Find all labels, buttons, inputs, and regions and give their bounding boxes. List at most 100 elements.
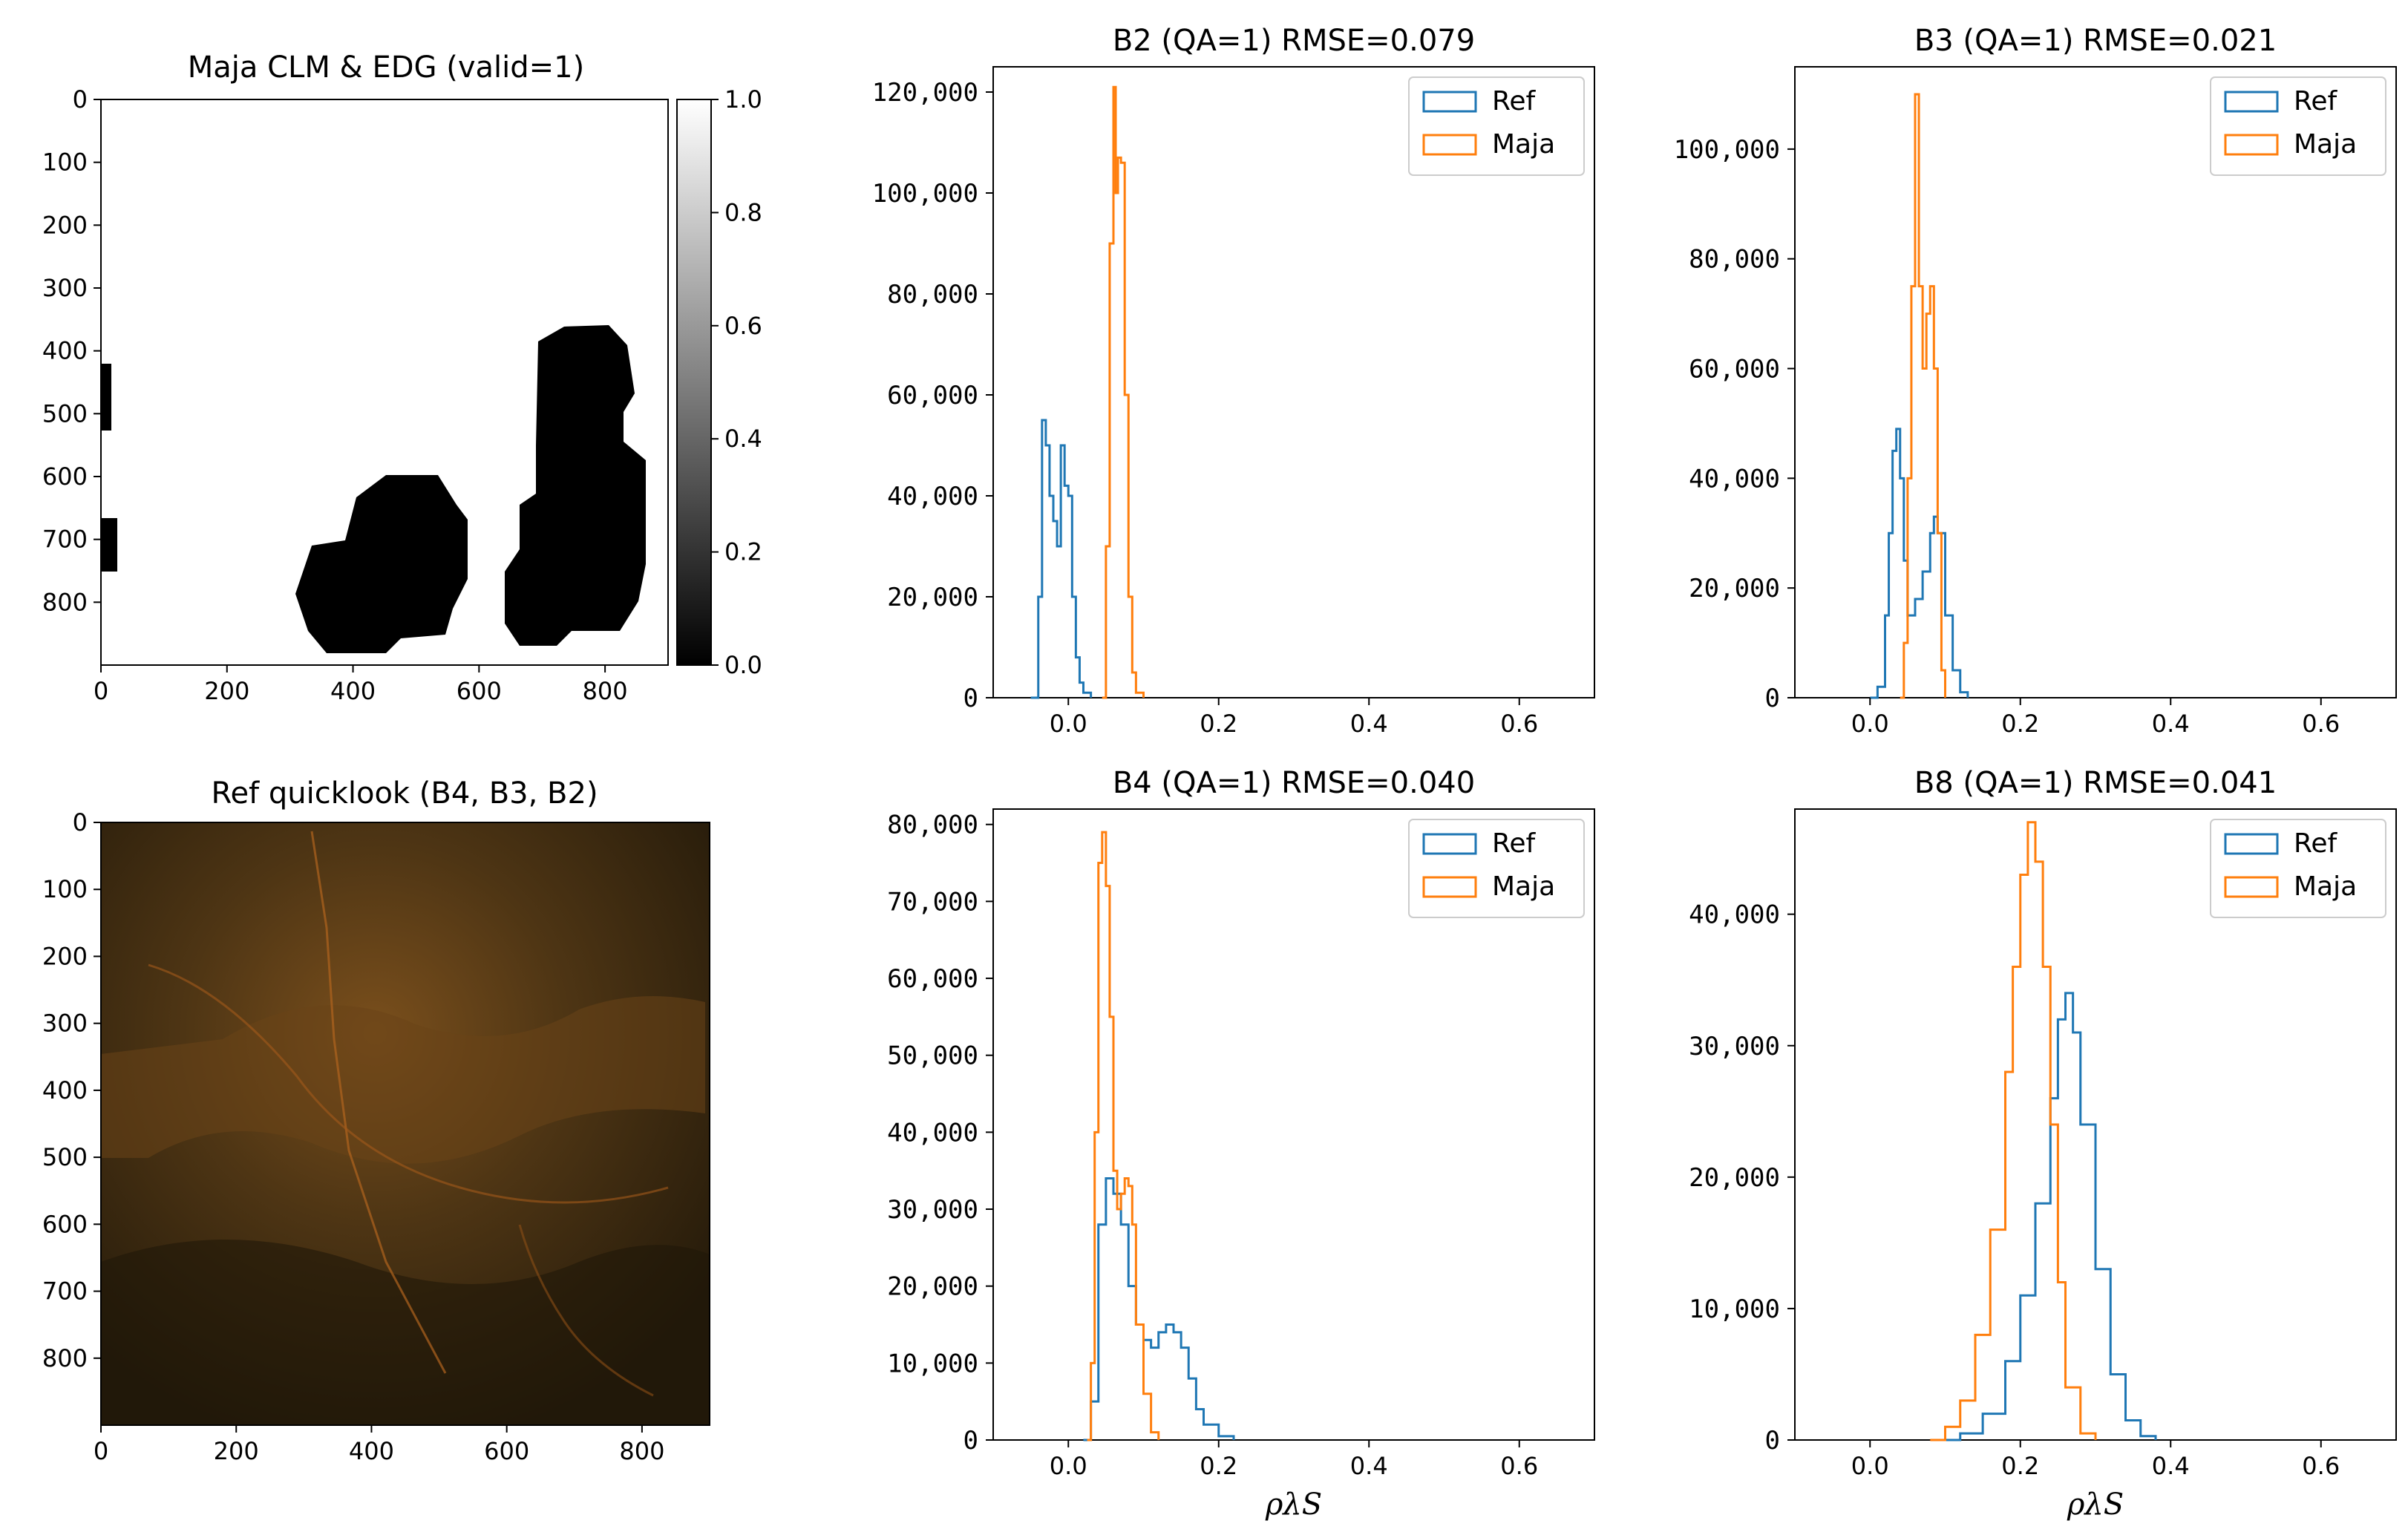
mask-image — [100, 99, 669, 666]
legend: Ref Maja — [1408, 76, 1585, 176]
y-tick-label: 200 — [42, 942, 88, 970]
rgb-image — [100, 822, 710, 1426]
rgb-panel: Ref quicklook (B4, B3, B2) 0 200 400 600 800… — [42, 776, 710, 1465]
legend-label-ref: Ref — [2294, 828, 2338, 859]
y-tick-label: 30,000 — [1689, 1032, 1780, 1061]
y-tick-label: 10,000 — [1689, 1295, 1780, 1324]
y-tick-label: 60,000 — [887, 964, 978, 994]
legend-swatch-ref — [2224, 833, 2279, 855]
x-tick-label: 0.4 — [2152, 1452, 2190, 1480]
x-tick-label: 0 — [94, 1437, 108, 1465]
y-tick-label: 40,000 — [887, 1118, 978, 1148]
y-tick-label: 800 — [42, 1344, 88, 1372]
series-ref-line — [1083, 1177, 1235, 1441]
legend: Ref Maja — [1408, 819, 1585, 918]
y-tick-label: 400 — [42, 337, 88, 365]
mask-blob-right — [505, 325, 646, 646]
x-axis-label: ρλS — [2067, 1487, 2124, 1522]
y-tick-label: 0 — [1765, 1426, 1780, 1456]
legend-swatch-ref — [2224, 91, 2279, 113]
x-tick-label: 0.0 — [1050, 710, 1087, 738]
y-tick-label: 100 — [42, 148, 88, 177]
x-tick-label: 0.6 — [1500, 1452, 1538, 1480]
y-tick-label: 20,000 — [1689, 1163, 1780, 1193]
chart-title: B4 (QA=1) RMSE=0.040 — [1113, 766, 1475, 800]
legend-label-ref: Ref — [1492, 828, 1537, 859]
hist-panel-b8: B8 (QA=1) RMSE=0.041 0.0 0.2 0.4 0.6 0 10,000 2… — [1689, 766, 2397, 1522]
legend-swatch-ref — [1422, 91, 1477, 113]
mask-title: Maja CLM & EDG (valid=1) — [188, 50, 584, 85]
x-tick-label: 0.0 — [1851, 710, 1889, 738]
y-tick-label: 100 — [42, 875, 88, 903]
x-tick-label: 0.2 — [1200, 710, 1237, 738]
x-tick-label: 200 — [214, 1437, 259, 1465]
y-tick-label: 0 — [73, 808, 88, 837]
legend-label-ref: Ref — [2294, 86, 2338, 117]
y-tick-label: 10,000 — [887, 1349, 978, 1378]
y-tick-label: 700 — [42, 526, 88, 554]
y-tick-label: 100,000 — [872, 179, 978, 209]
legend: Ref Maja — [2210, 76, 2386, 176]
y-tick-label: 0 — [963, 684, 978, 713]
x-tick-label: 0.4 — [2152, 710, 2190, 738]
rgb-title: Ref quicklook (B4, B3, B2) — [211, 776, 598, 811]
y-tick-label: 0 — [73, 85, 88, 114]
chart-title: B8 (QA=1) RMSE=0.041 — [1914, 766, 2277, 800]
y-tick-label: 80,000 — [887, 811, 978, 840]
y-tick-label: 80,000 — [887, 280, 978, 310]
x-tick-label: 800 — [619, 1437, 664, 1465]
legend-swatch-maja — [1422, 876, 1477, 898]
x-tick-label: 0.0 — [1851, 1452, 1889, 1480]
y-tick-label: 0 — [1765, 684, 1780, 713]
mask-blob-left — [101, 364, 111, 431]
y-tick-label: 120,000 — [872, 78, 978, 108]
legend-label-maja: Maja — [2294, 129, 2357, 160]
y-tick-label: 500 — [42, 1143, 88, 1171]
hist-panel-b2: B2 (QA=1) RMSE=0.079 0.0 0.2 0.4 0.6 0 20,000 4… — [872, 24, 1595, 738]
legend-label-maja: Maja — [2294, 871, 2357, 902]
x-tick-label: 400 — [330, 677, 376, 705]
legend-box — [1408, 76, 1585, 176]
x-tick-label: 600 — [484, 1437, 529, 1465]
mask-blob-left-lower — [101, 518, 117, 572]
hist-panel-b4: B4 (QA=1) RMSE=0.040 0.0 0.2 0.4 0.6 0 10,000 2… — [887, 766, 1595, 1522]
y-tick-label: 800 — [42, 588, 88, 616]
series-maja-line — [1930, 821, 2097, 1441]
hist-panel-b3: B3 (QA=1) RMSE=0.021 0.0 0.2 0.4 0.6 0 20,000 4… — [1674, 24, 2397, 738]
series-maja-line — [1900, 93, 1946, 699]
y-tick-label: 40,000 — [1689, 464, 1780, 494]
legend: Ref Maja — [2210, 819, 2386, 918]
x-tick-label: 0.2 — [2001, 710, 2039, 738]
legend-label-maja: Maja — [1492, 129, 1555, 160]
legend-swatch-maja — [2224, 134, 2279, 156]
colorbar-tick-label: 0.0 — [724, 651, 762, 679]
series-maja-line — [1087, 831, 1160, 1441]
y-tick-label: 400 — [42, 1076, 88, 1104]
chart-title: B3 (QA=1) RMSE=0.021 — [1914, 24, 2277, 58]
y-tick-label: 300 — [42, 274, 88, 302]
colorbar-tick-label: 0.8 — [724, 198, 762, 226]
x-tick-label: 0.4 — [1350, 710, 1388, 738]
y-tick-label: 80,000 — [1689, 245, 1780, 275]
series-ref-line — [1870, 428, 1969, 699]
y-tick-label: 20,000 — [887, 1272, 978, 1302]
chart-title: B2 (QA=1) RMSE=0.079 — [1113, 24, 1475, 58]
y-tick-label: 100,000 — [1674, 135, 1780, 165]
x-tick-label: 0.6 — [1500, 710, 1538, 738]
x-tick-label: 0.4 — [1350, 1452, 1388, 1480]
y-tick-label: 500 — [42, 399, 88, 428]
x-tick-label: 0.6 — [2302, 1452, 2340, 1480]
colorbar-tick-label: 0.4 — [724, 425, 762, 453]
legend-label-ref: Ref — [1492, 86, 1537, 117]
y-tick-label: 60,000 — [887, 381, 978, 410]
mask-panel: Maja CLM & EDG (valid=1) 0 200 400 600 800 0 1… — [42, 50, 762, 705]
legend-swatch-ref — [1422, 833, 1477, 855]
x-tick-label: 0.0 — [1050, 1452, 1087, 1480]
y-tick-label: 20,000 — [1689, 574, 1780, 603]
y-tick-label: 300 — [42, 1009, 88, 1038]
series-ref-line — [1030, 419, 1093, 699]
legend-box — [2210, 819, 2386, 918]
y-tick-label: 200 — [42, 211, 88, 239]
y-tick-label: 20,000 — [887, 583, 978, 612]
